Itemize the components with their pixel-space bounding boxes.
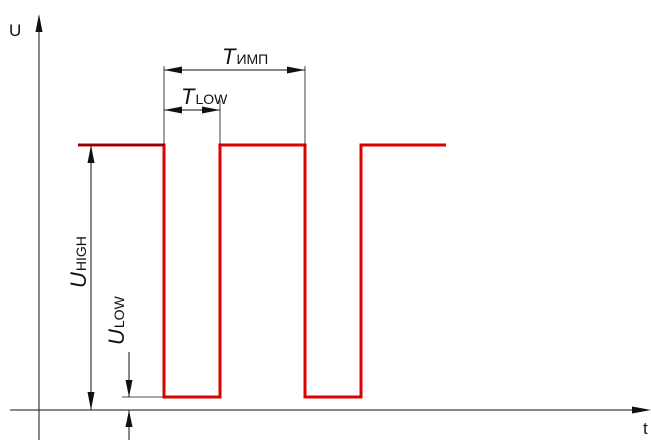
u-high-label-main: U — [66, 272, 91, 288]
t-low-label-sub: LOW — [195, 91, 228, 107]
t-low-label-main: T — [181, 84, 196, 109]
t-imp-arrow-right — [287, 66, 305, 74]
y-axis-arrow — [35, 14, 43, 32]
t-imp-label: TИМП — [222, 44, 268, 69]
x-axis-arrow — [632, 406, 651, 414]
x-axis-label: t — [643, 419, 648, 438]
t-low-arrow-right — [202, 106, 220, 114]
u-low-label: ULOW — [104, 295, 129, 345]
u-low-arrow-bottom — [125, 410, 133, 427]
t-low-arrow-left — [164, 106, 182, 114]
u-high-label: UHIGH — [66, 236, 91, 288]
u-high-arrow-top — [87, 145, 95, 163]
u-low-label-main: U — [104, 329, 129, 345]
u-low-arrow-top — [125, 380, 133, 397]
t-low-label: TLOW — [181, 84, 228, 109]
pulse-signal — [78, 143, 446, 399]
u-high-arrow-bottom — [87, 392, 95, 410]
y-axis-label: U — [9, 21, 21, 40]
t-imp-label-main: T — [222, 44, 237, 69]
t-imp-label-sub: ИМП — [236, 51, 268, 67]
u-low-label-sub: LOW — [111, 295, 127, 328]
t-imp-arrow-left — [164, 66, 182, 74]
u-high-label-sub: HIGH — [73, 236, 89, 271]
